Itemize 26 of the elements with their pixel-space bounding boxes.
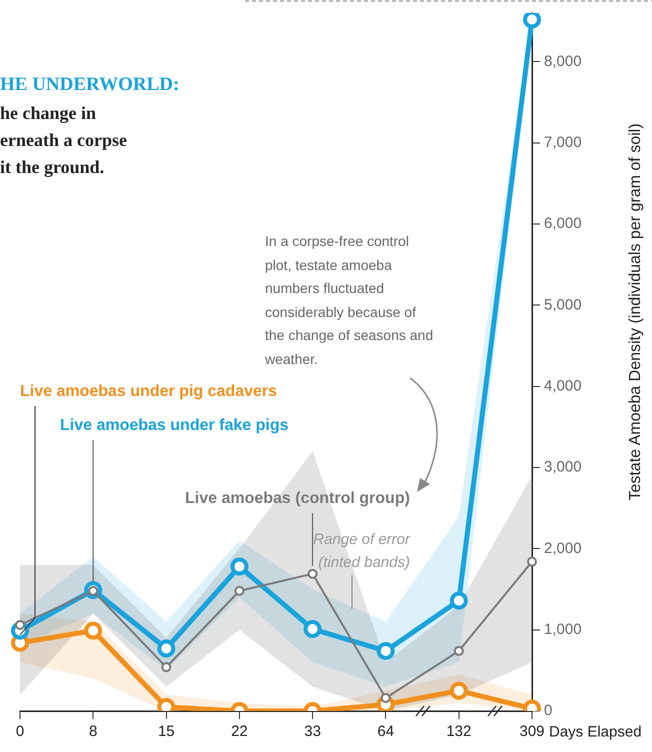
x-tick-label: 132 <box>446 723 472 740</box>
x-tick-label: 309 <box>519 723 545 740</box>
y-tick-label: 2,000 <box>544 540 582 557</box>
annotation: Range of error (tinted bands) <box>312 530 410 573</box>
x-tick-label: 15 <box>158 723 175 740</box>
y-tick-label: 6,000 <box>544 215 582 232</box>
text: he change in erneath a corpse it the ground. <box>0 102 127 179</box>
annotation: In a corpse-free control plot, testate amoeba numbers fluctuated considerably because of the change of seasons and weather. <box>265 232 434 368</box>
x-tick-label: 22 <box>231 723 248 740</box>
x-tick-label: 0 <box>16 723 24 740</box>
y-tick-label: 5,000 <box>544 296 582 314</box>
y-tick-label: 0 <box>544 702 552 720</box>
text: Live amoebas under pig cadavers <box>20 383 278 400</box>
y-axis-title: Testate Amoeba Density (individuals per gram of soil) <box>627 123 644 501</box>
y-tick-label: 1,000 <box>544 620 582 638</box>
text: HE UNDERWORLD: <box>0 74 180 96</box>
y-tick-label: 7,000 <box>544 134 582 151</box>
x-tick-label: 33 <box>304 723 321 740</box>
legend-label: Live amoebas (control group) <box>185 490 410 507</box>
y-tick-label: 4,000 <box>544 377 582 394</box>
x-tick-label: 8 <box>88 723 98 740</box>
y-tick-label: 8,000 <box>544 52 582 70</box>
x-axis-title: Days Elapsed <box>549 724 642 741</box>
x-tick-label: 64 <box>377 723 394 740</box>
y-tick-label: 3,000 <box>544 458 582 476</box>
text: Live amoebas under fake pigs <box>60 417 289 434</box>
